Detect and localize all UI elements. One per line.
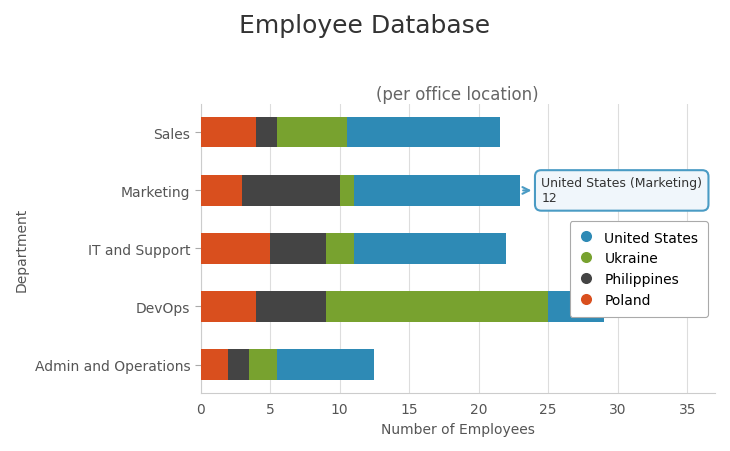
Bar [339, 176, 353, 206]
Bar [277, 118, 347, 148]
Bar [228, 350, 249, 380]
Bar [201, 350, 228, 380]
Bar [326, 292, 548, 322]
Bar [201, 292, 256, 322]
Bar [256, 118, 277, 148]
Bar [548, 292, 604, 322]
Bar [353, 176, 520, 206]
Bar [347, 118, 499, 148]
Bar [201, 118, 256, 148]
Bar [201, 176, 242, 206]
Legend: United States, Ukraine, Philippines, Poland: United States, Ukraine, Philippines, Pol… [569, 221, 708, 318]
Text: United States (Marketing)
12: United States (Marketing) 12 [523, 177, 702, 205]
Bar [201, 234, 270, 264]
Bar [242, 176, 339, 206]
Text: Employee Database: Employee Database [239, 14, 491, 37]
Bar [353, 234, 507, 264]
Bar [270, 234, 326, 264]
Bar [326, 234, 353, 264]
Bar [249, 350, 277, 380]
Bar [277, 350, 374, 380]
Title: (per office location): (per office location) [377, 85, 539, 103]
Bar [256, 292, 326, 322]
Y-axis label: Department: Department [15, 207, 29, 291]
X-axis label: Number of Employees: Number of Employees [381, 422, 535, 436]
